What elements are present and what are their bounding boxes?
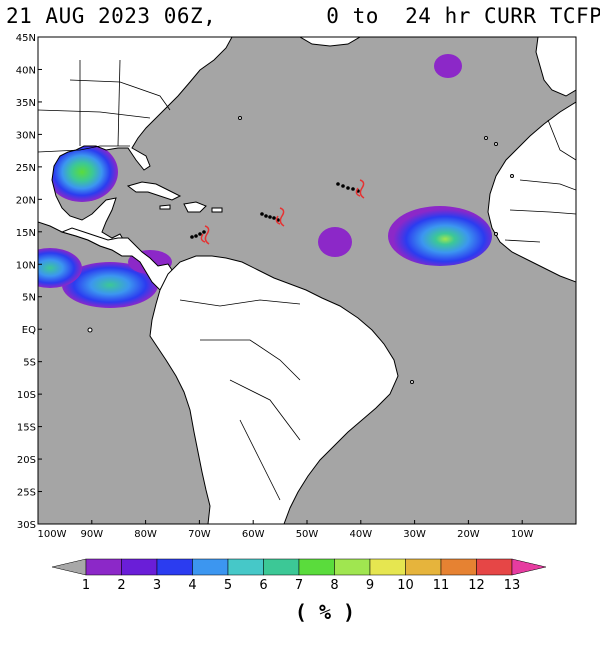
legend-swatch: [369, 558, 406, 576]
tc-symbol-1: [355, 179, 365, 199]
legend-swatch: [85, 558, 122, 576]
lat-label: 30S: [17, 520, 36, 531]
title-product: 0 to 24 hr CURR TCFP: [300, 4, 600, 28]
greenland: [299, 37, 361, 47]
legend-label: 5: [224, 578, 232, 593]
legend-units: ( % ): [0, 600, 600, 624]
lat-label: 40N: [16, 65, 36, 76]
legend-label: 13: [504, 578, 521, 593]
legend-label: 3: [153, 578, 161, 593]
canary: [510, 174, 514, 178]
title-datetime: 21 AUG 2023 06Z,: [6, 4, 217, 28]
legend-label: 9: [366, 578, 374, 593]
tcfp-area-atlantic-central: [318, 227, 352, 257]
iberia: [535, 37, 576, 97]
tc-symbol-2: [275, 207, 285, 227]
lat-label: 10S: [17, 390, 36, 401]
lat-label: 10N: [16, 260, 36, 271]
lon-label: 70W: [188, 529, 211, 540]
tcfp-area-atlantic-east: [388, 206, 492, 266]
tcfp-area-gulf: [46, 142, 118, 202]
storm-track-1: [336, 182, 360, 193]
cuba: [126, 181, 182, 201]
south-america: [149, 255, 399, 524]
legend-swatch: [476, 558, 513, 576]
political-borders: [38, 59, 576, 501]
lat-label: 25N: [16, 163, 36, 174]
lat-label: 35N: [16, 98, 36, 109]
azores-2: [494, 142, 498, 146]
legend-swatch: [440, 558, 477, 576]
lon-label: 10W: [511, 529, 534, 540]
storm-track-3: [190, 230, 206, 239]
legend-swatch: [298, 558, 335, 576]
color-legend: 1 2 3 4 5 6 7 8 9 10 11 12 13: [51, 558, 547, 593]
hispaniola: [183, 201, 207, 213]
legend-swatch: [334, 558, 371, 576]
legend-label: 10: [397, 578, 414, 593]
lon-label: 40W: [349, 529, 372, 540]
azores-1: [484, 136, 488, 140]
latitude-axis: 45N 40N 35N 30N 25N 20N 15N 10N 5N EQ 5S 10S 15S 20S 2…: [16, 33, 42, 531]
tcfp-area-pacific-east: [62, 262, 158, 308]
map: 45N 40N 35N 30N 25N 20N 15N 10N 5N EQ 5S 10S 15S 20S 2…: [16, 33, 577, 540]
legend-swatch: [156, 558, 193, 576]
legend-labels: 1 2 3 4 5 6 7 8 9 10 11 12 13: [82, 578, 520, 593]
storm-tracks: [190, 182, 360, 239]
legend-label: 2: [117, 578, 125, 593]
lon-label: 90W: [80, 529, 103, 540]
fernando-de-noronha: [410, 380, 414, 384]
lon-label: 100W: [38, 529, 67, 540]
lat-label: 20S: [17, 455, 36, 466]
lat-label: 5N: [22, 293, 36, 304]
land: [38, 37, 576, 524]
legend-label: 6: [259, 578, 267, 593]
lat-label: 5S: [23, 358, 36, 369]
legend-label: 12: [468, 578, 485, 593]
legend-arrow-low: [51, 558, 87, 576]
legend-label: 8: [330, 578, 338, 593]
lat-label: EQ: [22, 325, 36, 336]
legend-label: 7: [295, 578, 303, 593]
lat-label: 45N: [16, 33, 36, 44]
cape-verde: [494, 232, 498, 236]
tc-symbol-3: [200, 225, 210, 245]
tcfp-area-north-atlantic: [434, 54, 462, 78]
lon-label: 50W: [296, 529, 319, 540]
legend-label: 1: [82, 578, 90, 593]
lon-label: 30W: [403, 529, 426, 540]
legend-bar: [51, 558, 547, 576]
lat-label: 25S: [17, 488, 36, 499]
tc-symbols: [200, 179, 365, 245]
units-label: ( % ): [294, 600, 356, 624]
lat-label: 15S: [17, 423, 36, 434]
tcfp-contours: [38, 54, 492, 308]
galapagos: [87, 327, 93, 333]
lon-label: 80W: [134, 529, 157, 540]
lat-label: 20N: [16, 195, 36, 206]
puerto-rico: [211, 207, 223, 213]
lon-label: 60W: [242, 529, 265, 540]
legend-label: 11: [433, 578, 450, 593]
legend-swatch: [227, 558, 264, 576]
legend-swatch: [263, 558, 300, 576]
bermuda: [238, 116, 242, 120]
lat-label: 15N: [16, 228, 36, 239]
legend-label: 4: [188, 578, 196, 593]
legend-swatch: [405, 558, 442, 576]
africa: [487, 101, 576, 283]
legend-swatch: [192, 558, 229, 576]
lon-label: 20W: [457, 529, 480, 540]
tcfp-area-pacific-west: [38, 248, 82, 288]
legend-arrow-high: [511, 558, 547, 576]
map-title: 21 AUG 2023 06Z, 0 to 24 hr CURR TCFP: [0, 0, 600, 36]
lat-label: 30N: [16, 130, 36, 141]
legend-swatch: [121, 558, 158, 576]
longitude-axis: 100W 90W 80W 70W 60W 50W 40W 30W 20W 10W: [37, 520, 534, 540]
jamaica: [159, 204, 171, 210]
